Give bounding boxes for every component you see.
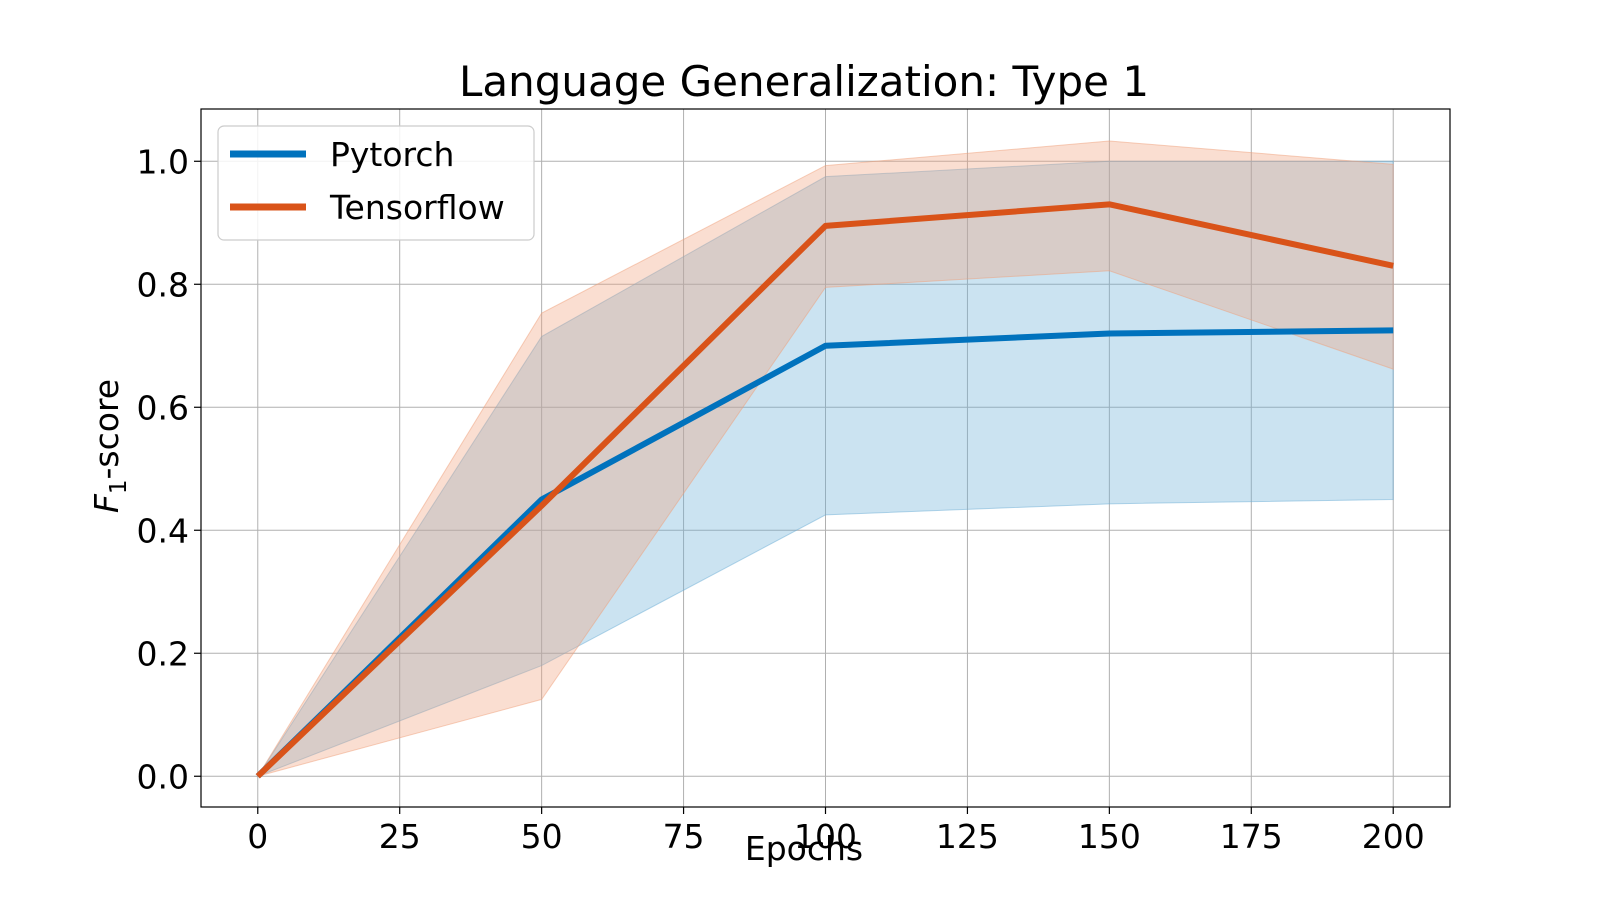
x-tick-label: 200 [1362, 817, 1425, 856]
y-tick-label: 0.6 [137, 388, 189, 427]
legend-label-pytorch: Pytorch [330, 135, 454, 174]
y-axis-label-subscript: 1 [106, 479, 132, 494]
y-tick-label: 0.2 [137, 634, 189, 673]
x-tick-label: 125 [936, 817, 999, 856]
series-lines [255, 201, 1394, 779]
x-tick-label: 100 [794, 817, 857, 856]
x-tick-label: 50 [521, 817, 563, 856]
y-tick-label: 0.4 [137, 511, 189, 550]
y-tick-label: 0.8 [137, 265, 189, 304]
confidence-band-tensorflow [256, 140, 1394, 778]
legend: Pytorch Tensorflow [217, 125, 535, 241]
y-axis-label-rest: -score [87, 379, 126, 480]
chart-title: Language Generalization: Type 1 [459, 57, 1149, 106]
x-axis-ticks: 0 25 50 75 100 125 150 175 200 [247, 807, 1425, 856]
y-axis-label-main: F [87, 493, 126, 513]
x-tick-label: 150 [1078, 817, 1141, 856]
x-axis-label: Epochs [745, 829, 863, 868]
x-tick-label: 25 [379, 817, 421, 856]
x-tick-label: 175 [1220, 817, 1283, 856]
y-axis-ticks: 0.0 0.2 0.4 0.6 0.8 1.0 [137, 142, 201, 796]
x-tick-label: 75 [663, 817, 705, 856]
x-tick-label: 0 [247, 817, 268, 856]
legend-label-tensorflow: Tensorflow [329, 188, 505, 227]
y-tick-label: 1.0 [137, 142, 189, 181]
y-tick-label: 0.0 [137, 757, 189, 796]
y-axis-label: F1-score [87, 379, 132, 513]
